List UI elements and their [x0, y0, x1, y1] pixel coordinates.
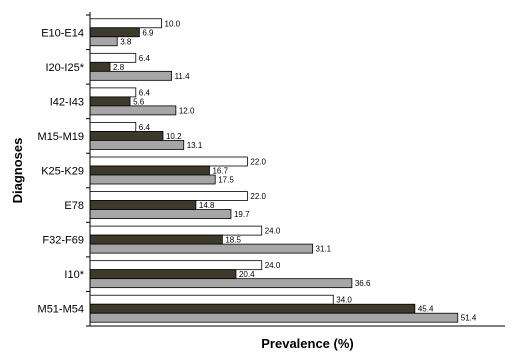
bar: [89, 131, 164, 141]
data-label: 20.4: [239, 270, 255, 279]
bar: [89, 52, 137, 63]
y-tick-label: E10-E14: [41, 27, 84, 39]
bar: [89, 96, 131, 107]
data-label: 19.7: [234, 210, 250, 219]
bar: [89, 234, 223, 245]
data-label: 10.0: [165, 19, 181, 28]
y-tick-label: I10*: [64, 269, 84, 281]
x-axis-title: Prevalence (%): [261, 336, 354, 351]
data-label: 34.0: [336, 296, 352, 305]
bar: [89, 243, 313, 254]
data-label: 51.4: [461, 314, 477, 323]
data-label: 31.1: [316, 245, 332, 254]
data-label: 6.4: [139, 123, 151, 132]
data-label: 6.4: [139, 54, 151, 63]
bar: [89, 174, 216, 185]
bar: [89, 260, 263, 271]
bar: [89, 294, 334, 305]
data-label: 5.6: [133, 97, 145, 106]
bar: [89, 165, 210, 176]
bar: [89, 209, 232, 219]
y-tick-label: F32-F69: [42, 235, 84, 247]
y-tick-label: I20-I25*: [45, 62, 84, 74]
data-label: 17.5: [218, 176, 234, 185]
plot-area: E10-E14 10.0 6.9 3.8 I20-I25* 6.4 2.8 11.4 I42-I…: [38, 14, 477, 327]
data-label: 16.7: [212, 167, 228, 176]
bar: [89, 156, 248, 167]
bar: [89, 312, 459, 323]
data-label: 22.0: [250, 192, 266, 201]
y-tick-label: K25-K29: [41, 166, 84, 178]
bar: [89, 61, 111, 72]
data-label: 10.2: [166, 132, 182, 141]
data-label: 11.4: [175, 72, 191, 81]
data-label: 36.6: [355, 279, 371, 288]
bar: [89, 122, 137, 132]
bar: [89, 105, 177, 116]
data-label: 14.8: [199, 201, 215, 210]
data-label: 6.9: [142, 28, 154, 37]
y-tick-label: M51-M54: [38, 304, 84, 316]
y-tick-label: M15-M19: [38, 131, 84, 143]
data-label: 24.0: [265, 227, 281, 236]
data-label: 24.0: [265, 261, 281, 270]
bar: [89, 269, 237, 280]
data-label: 22.0: [250, 158, 266, 167]
data-label: 45.4: [418, 305, 434, 314]
data-label: 2.8: [113, 63, 125, 72]
data-label: 13.1: [187, 141, 203, 150]
bar: [89, 278, 353, 289]
bar: [89, 225, 263, 236]
data-label: 12.0: [179, 106, 195, 115]
data-label: 6.4: [139, 88, 151, 97]
y-tick-label: E78: [64, 200, 84, 212]
data-label: 18.5: [225, 236, 241, 245]
bar: [89, 87, 137, 98]
bar: [89, 200, 197, 210]
bar: [89, 191, 248, 201]
y-axis-title: Diagnoses: [10, 138, 25, 204]
bar: [89, 140, 185, 150]
bar: [89, 70, 172, 81]
data-label: 3.8: [120, 37, 132, 46]
bar: [89, 18, 162, 29]
y-tick-label: I42-I43: [50, 96, 84, 108]
bar: [89, 303, 416, 314]
bar: [89, 27, 140, 38]
bar: [89, 36, 118, 47]
